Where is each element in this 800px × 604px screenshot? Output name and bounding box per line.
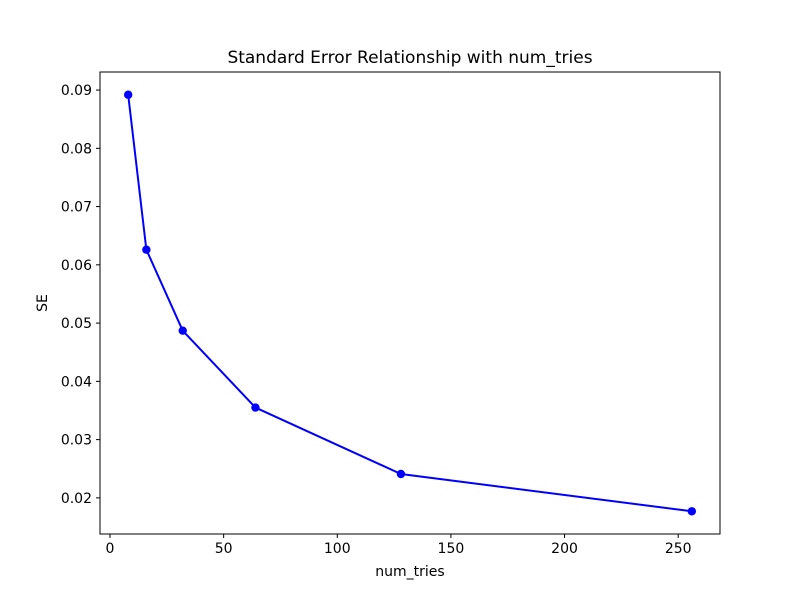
data-point-marker: [396, 469, 406, 479]
data-point-marker: [142, 245, 151, 254]
data-point-marker: [251, 403, 260, 412]
y-tick-label: 0.05: [61, 316, 92, 332]
x-tick-label: 0: [106, 541, 115, 557]
x-axis-label: num_tries: [375, 564, 444, 580]
series-line: [127, 93, 693, 513]
x-tick-label: 200: [551, 541, 578, 557]
y-axis-label: SE: [35, 294, 51, 312]
y-tick-label: 0.03: [61, 433, 92, 449]
plot-border: [99, 71, 721, 535]
data-point-marker: [687, 507, 697, 516]
chart-title: Standard Error Relationship with num_tri…: [227, 48, 592, 68]
plot-area: 0 50 100 150 200 250 0.02 0.03 0.04 0.05 0.06 0.07 0…: [61, 71, 721, 557]
y-tick-label: 0.08: [61, 141, 92, 157]
data-point-marker: [123, 90, 133, 99]
data-point-marker: [178, 326, 187, 335]
y-tick-label: 0.06: [61, 258, 92, 274]
x-tick-label: 100: [324, 541, 351, 557]
y-tick-label: 0.04: [61, 374, 92, 390]
y-tick-label: 0.02: [61, 491, 92, 507]
y-tick-label: 0.09: [61, 83, 92, 99]
x-tick-label: 250: [665, 541, 692, 557]
x-tick-label: 150: [438, 541, 465, 557]
y-tick-label: 0.07: [61, 200, 92, 216]
x-tick-label: 50: [215, 541, 233, 557]
